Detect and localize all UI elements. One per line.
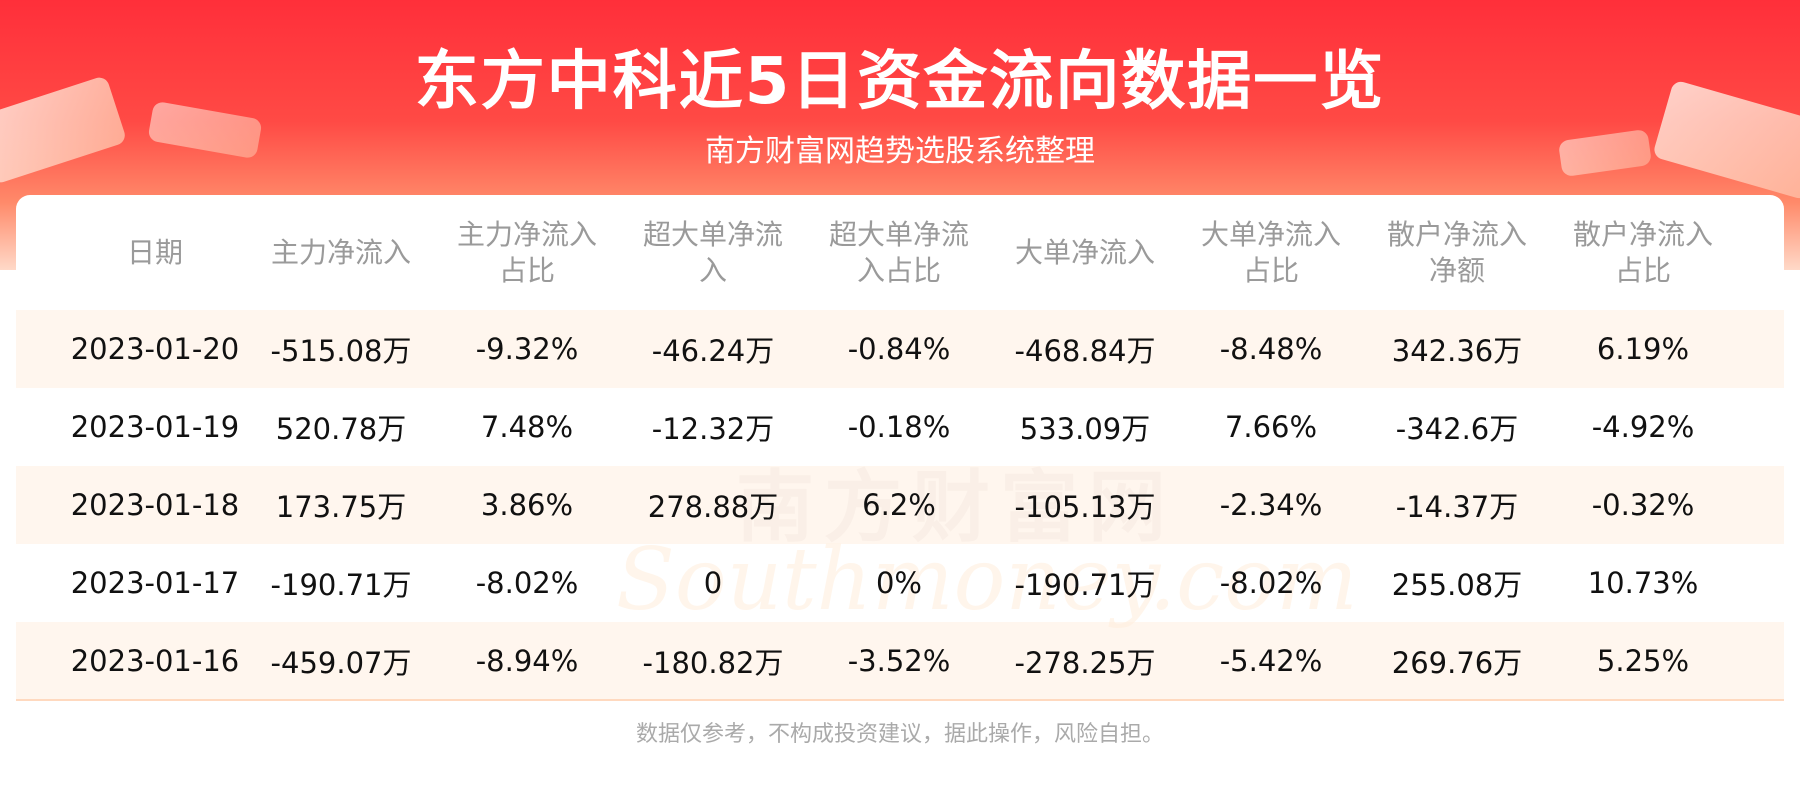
value-cell: 6.19%	[1596, 332, 1690, 366]
value-cell: -14.37万	[1395, 490, 1519, 524]
column-header: 主力净流入占比	[456, 217, 597, 287]
subtitle: 南方财富网趋势选股系统整理	[705, 134, 1095, 169]
value-cell: 278.88万	[647, 490, 779, 524]
column-header: 超大单净流入	[642, 217, 783, 287]
value-cell: -0.32%	[1591, 488, 1695, 522]
date-cell: 2023-01-17	[70, 566, 240, 600]
table-row: 2023-01-20 -515.08万 -9.32% -46.24万 -0.84% -46…	[16, 310, 1784, 388]
value-cell: 7.48%	[480, 410, 574, 444]
value-cell: 173.75万	[275, 490, 407, 524]
value-cell: -278.25万	[1014, 646, 1156, 680]
value-cell: 5.25%	[1596, 644, 1690, 678]
value-cell: 255.08万	[1391, 568, 1523, 602]
value-cell: -5.42%	[1219, 644, 1323, 678]
value-cell: 0	[703, 566, 723, 600]
date-cell: 2023-01-18	[70, 488, 240, 522]
value-cell: -190.71万	[1014, 568, 1156, 602]
value-cell: 533.09万	[1019, 412, 1151, 446]
value-cell: -105.13万	[1014, 490, 1156, 524]
value-cell: -468.84万	[1014, 334, 1156, 368]
value-cell: -0.18%	[847, 410, 951, 444]
footer-note: 数据仅参考，不构成投资建议，据此操作，风险自担。	[635, 722, 1164, 747]
table-row: 2023-01-17 -190.71万 -8.02% 0 0% -190.71万 -8.02…	[16, 544, 1784, 622]
value-cell: 342.36万	[1391, 334, 1523, 368]
value-cell: -515.08万	[270, 334, 412, 368]
table-row: 2023-01-19 520.78万 7.48% -12.32万 -0.18% 533.0…	[16, 388, 1784, 466]
divider	[16, 699, 1784, 701]
value-cell: -0.84%	[847, 332, 951, 366]
value-cell: -4.92%	[1591, 410, 1695, 444]
value-cell: -8.94%	[475, 644, 579, 678]
value-cell: -190.71万	[270, 568, 412, 602]
table-row: 2023-01-18 173.75万 3.86% 278.88万 6.2% -105.13…	[16, 466, 1784, 544]
column-header: 超大单净流入占比	[828, 217, 969, 287]
value-cell: 520.78万	[275, 412, 407, 446]
value-cell: -342.6万	[1395, 412, 1519, 446]
value-cell: 10.73%	[1587, 566, 1699, 600]
value-cell: 3.86%	[480, 488, 574, 522]
watermark: Southmoney.com	[616, 530, 1358, 630]
column-header: 散户净流入净额	[1386, 217, 1527, 287]
value-cell: -180.82万	[642, 646, 784, 680]
table-row: 2023-01-16 -459.07万 -8.94% -180.82万 -3.52% -2…	[16, 622, 1784, 700]
date-cell: 2023-01-16	[70, 644, 240, 678]
value-cell: -3.52%	[847, 644, 951, 678]
value-cell: -9.32%	[475, 332, 579, 366]
table-header: 日期 主力净流入 主力净流入占比 超大单净流入 超大单净流入占比 大单净流入 大单净流入占比…	[16, 195, 1784, 310]
value-cell: 269.76万	[1391, 646, 1523, 680]
date-cell: 2023-01-20	[70, 332, 240, 366]
value-cell: 0%	[875, 566, 922, 600]
table: 南方财富网 Southmoney.com 日期主力净流入主力净流入占比超大单净流…	[16, 195, 1784, 700]
value-cell: -459.07万	[270, 646, 412, 680]
column-header: 日期	[126, 235, 183, 269]
value-cell: -12.32万	[651, 412, 775, 446]
date-cell: 2023-01-19	[70, 410, 240, 444]
column-header: 主力净流入	[270, 235, 411, 269]
column-header: 散户净流入占比	[1572, 217, 1713, 287]
value-cell: -8.48%	[1219, 332, 1323, 366]
value-cell: -46.24万	[651, 334, 775, 368]
column-header: 大单净流入占比	[1200, 217, 1341, 287]
column-header: 大单净流入	[1014, 235, 1155, 269]
value-cell: 7.66%	[1224, 410, 1318, 444]
value-cell: -2.34%	[1219, 488, 1323, 522]
value-cell: -8.02%	[1219, 566, 1323, 600]
value-cell: -8.02%	[475, 566, 579, 600]
value-cell: 6.2%	[862, 488, 936, 522]
title: 东方中科近5日资金流向数据一览	[414, 45, 1386, 119]
